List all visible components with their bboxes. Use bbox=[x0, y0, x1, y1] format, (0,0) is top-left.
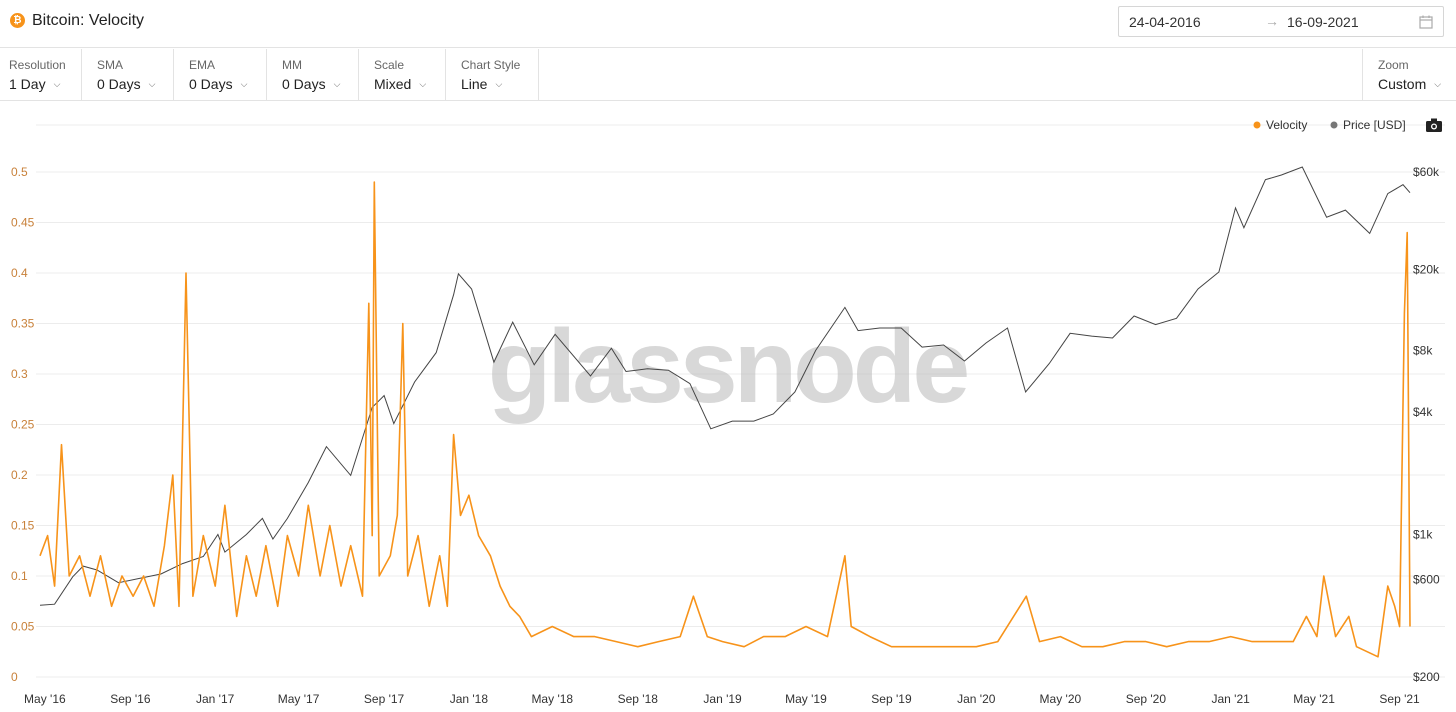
sma-label: SMA bbox=[97, 58, 124, 72]
zoom-select[interactable]: Zoom Custom ⌵ bbox=[1362, 49, 1456, 100]
chart-style-select[interactable]: Chart Style Line ⌵ bbox=[446, 49, 539, 100]
price-legend-label[interactable]: Price [USD] bbox=[1343, 118, 1406, 132]
sma-value: 0 Days bbox=[97, 76, 141, 92]
velocity-legend-label[interactable]: Velocity bbox=[1266, 118, 1307, 132]
x-axis-tick-label: Jan '18 bbox=[450, 692, 489, 706]
ema-value: 0 Days bbox=[189, 76, 233, 92]
x-axis-tick-label: Sep '17 bbox=[364, 692, 405, 706]
price-legend-dot bbox=[1330, 121, 1338, 129]
left-axis-tick-label: 0.2 bbox=[11, 468, 28, 482]
chart-style-value: Line bbox=[461, 76, 488, 92]
watermark: glassnode bbox=[488, 309, 968, 425]
grid-lines bbox=[36, 124, 1445, 678]
x-axis-tick-label: Sep '20 bbox=[1126, 692, 1167, 706]
right-axis-tick-label: $1k bbox=[1413, 528, 1433, 542]
sma-select[interactable]: SMA 0 Days ⌵ bbox=[82, 49, 174, 100]
chevron-down-icon: ⌵ bbox=[240, 79, 248, 89]
left-axis-tick-label: 0.4 bbox=[11, 266, 28, 280]
chevron-down-icon: ⌵ bbox=[53, 79, 61, 89]
zoom-label: Zoom bbox=[1378, 58, 1409, 72]
ema-label: EMA bbox=[189, 58, 216, 72]
arrow-right-icon: → bbox=[1265, 13, 1279, 29]
left-axis-tick-label: 0.15 bbox=[11, 519, 35, 533]
x-axis-tick-label: Sep '21 bbox=[1379, 692, 1420, 706]
x-axis-tick-label: May '21 bbox=[1293, 692, 1335, 706]
calendar-icon[interactable] bbox=[1419, 15, 1433, 29]
left-axis-ticks: 0 0.05 0.1 0.15 0.2 0.25 0.3 0.35 0.4 0.45 0.5 bbox=[11, 165, 35, 684]
zoom-value: Custom bbox=[1378, 76, 1427, 92]
x-axis-tick-label: May '18 bbox=[531, 692, 573, 706]
page-title: Bitcoin: Velocity bbox=[32, 12, 145, 29]
x-axis-tick-label: Jan '21 bbox=[1212, 692, 1251, 706]
ema-select[interactable]: EMA 0 Days ⌵ bbox=[174, 49, 267, 100]
right-axis-tick-label: $4k bbox=[1413, 405, 1433, 419]
resolution-value: 1 Day bbox=[9, 76, 46, 92]
mm-select[interactable]: MM 0 Days ⌵ bbox=[267, 49, 359, 100]
bitcoin-logo-icon: ₿ bbox=[10, 13, 25, 28]
chart-style-label: Chart Style bbox=[461, 58, 521, 72]
x-axis-tick-label: Jan '19 bbox=[703, 692, 742, 706]
chevron-down-icon: ⌵ bbox=[419, 79, 427, 89]
header-bar: ₿ Bitcoin: Velocity 24-04-2016 → 16-09-2… bbox=[0, 0, 1456, 48]
x-axis-tick-label: May '19 bbox=[785, 692, 827, 706]
chevron-down-icon: ⌵ bbox=[495, 79, 503, 89]
chevron-down-icon: ⌵ bbox=[1434, 79, 1442, 89]
mm-value: 0 Days bbox=[282, 76, 326, 92]
chevron-down-icon: ⌵ bbox=[333, 79, 341, 89]
date-start-input[interactable]: 24-04-2016 bbox=[1129, 14, 1201, 30]
x-axis-tick-label: Sep '19 bbox=[871, 692, 912, 706]
left-axis-tick-label: 0 bbox=[11, 670, 18, 684]
chevron-down-icon: ⌵ bbox=[148, 79, 156, 89]
date-range-picker[interactable]: 24-04-2016 → 16-09-2021 bbox=[1118, 6, 1444, 37]
scale-select[interactable]: Scale Mixed ⌵ bbox=[359, 49, 446, 100]
resolution-select[interactable]: Resolution 1 Day ⌵ bbox=[0, 49, 82, 100]
left-axis-tick-label: 0.25 bbox=[11, 418, 35, 432]
velocity-series-line bbox=[39, 181, 1411, 658]
camera-icon[interactable] bbox=[1426, 118, 1442, 133]
x-axis-ticks: May '16 Sep '16 Jan '17 May '17 Sep '17 Jan '… bbox=[24, 692, 1420, 706]
x-axis-tick-label: May '17 bbox=[278, 692, 320, 706]
left-axis-tick-label: 0.1 bbox=[11, 569, 28, 583]
left-axis-tick-label: 0.05 bbox=[11, 620, 35, 634]
x-axis-tick-label: May '20 bbox=[1040, 692, 1082, 706]
right-axis-tick-label: $600 bbox=[1413, 573, 1440, 587]
right-axis-tick-label: $60k bbox=[1413, 165, 1440, 179]
right-axis-tick-label: $20k bbox=[1413, 262, 1440, 276]
scale-value: Mixed bbox=[374, 76, 412, 92]
scale-label: Scale bbox=[374, 58, 405, 72]
price-series-line bbox=[39, 166, 1411, 606]
right-axis-tick-label: $8k bbox=[1413, 343, 1433, 357]
right-axis-tick-label: $200 bbox=[1413, 670, 1440, 684]
left-axis-tick-label: 0.3 bbox=[11, 367, 28, 381]
resolution-label: Resolution bbox=[9, 58, 66, 72]
x-axis-tick-label: Jan '17 bbox=[196, 692, 235, 706]
chart-toolbar: Resolution 1 Day ⌵ SMA 0 Days ⌵ EMA 0 Days… bbox=[0, 49, 1456, 101]
mm-label: MM bbox=[282, 58, 302, 72]
left-axis-tick-label: 0.35 bbox=[11, 317, 35, 331]
x-axis-tick-label: Jan '20 bbox=[957, 692, 996, 706]
x-axis-tick-label: May '16 bbox=[24, 692, 66, 706]
left-axis-tick-label: 0.45 bbox=[11, 216, 35, 230]
date-end-input[interactable]: 16-09-2021 bbox=[1287, 14, 1359, 30]
x-axis-tick-label: Sep '18 bbox=[618, 692, 659, 706]
velocity-legend-dot bbox=[1253, 121, 1261, 129]
chart-legend: Velocity Price [USD] bbox=[1253, 118, 1442, 133]
right-axis-ticks: $200 $600 $1k $4k $8k $20k $60k bbox=[1413, 165, 1440, 684]
x-axis-tick-label: Sep '16 bbox=[110, 692, 151, 706]
velocity-chart: glassnode Velocity Price [USD] 00.050.10… bbox=[11, 118, 1445, 706]
left-axis-tick-label: 0.5 bbox=[11, 165, 28, 179]
